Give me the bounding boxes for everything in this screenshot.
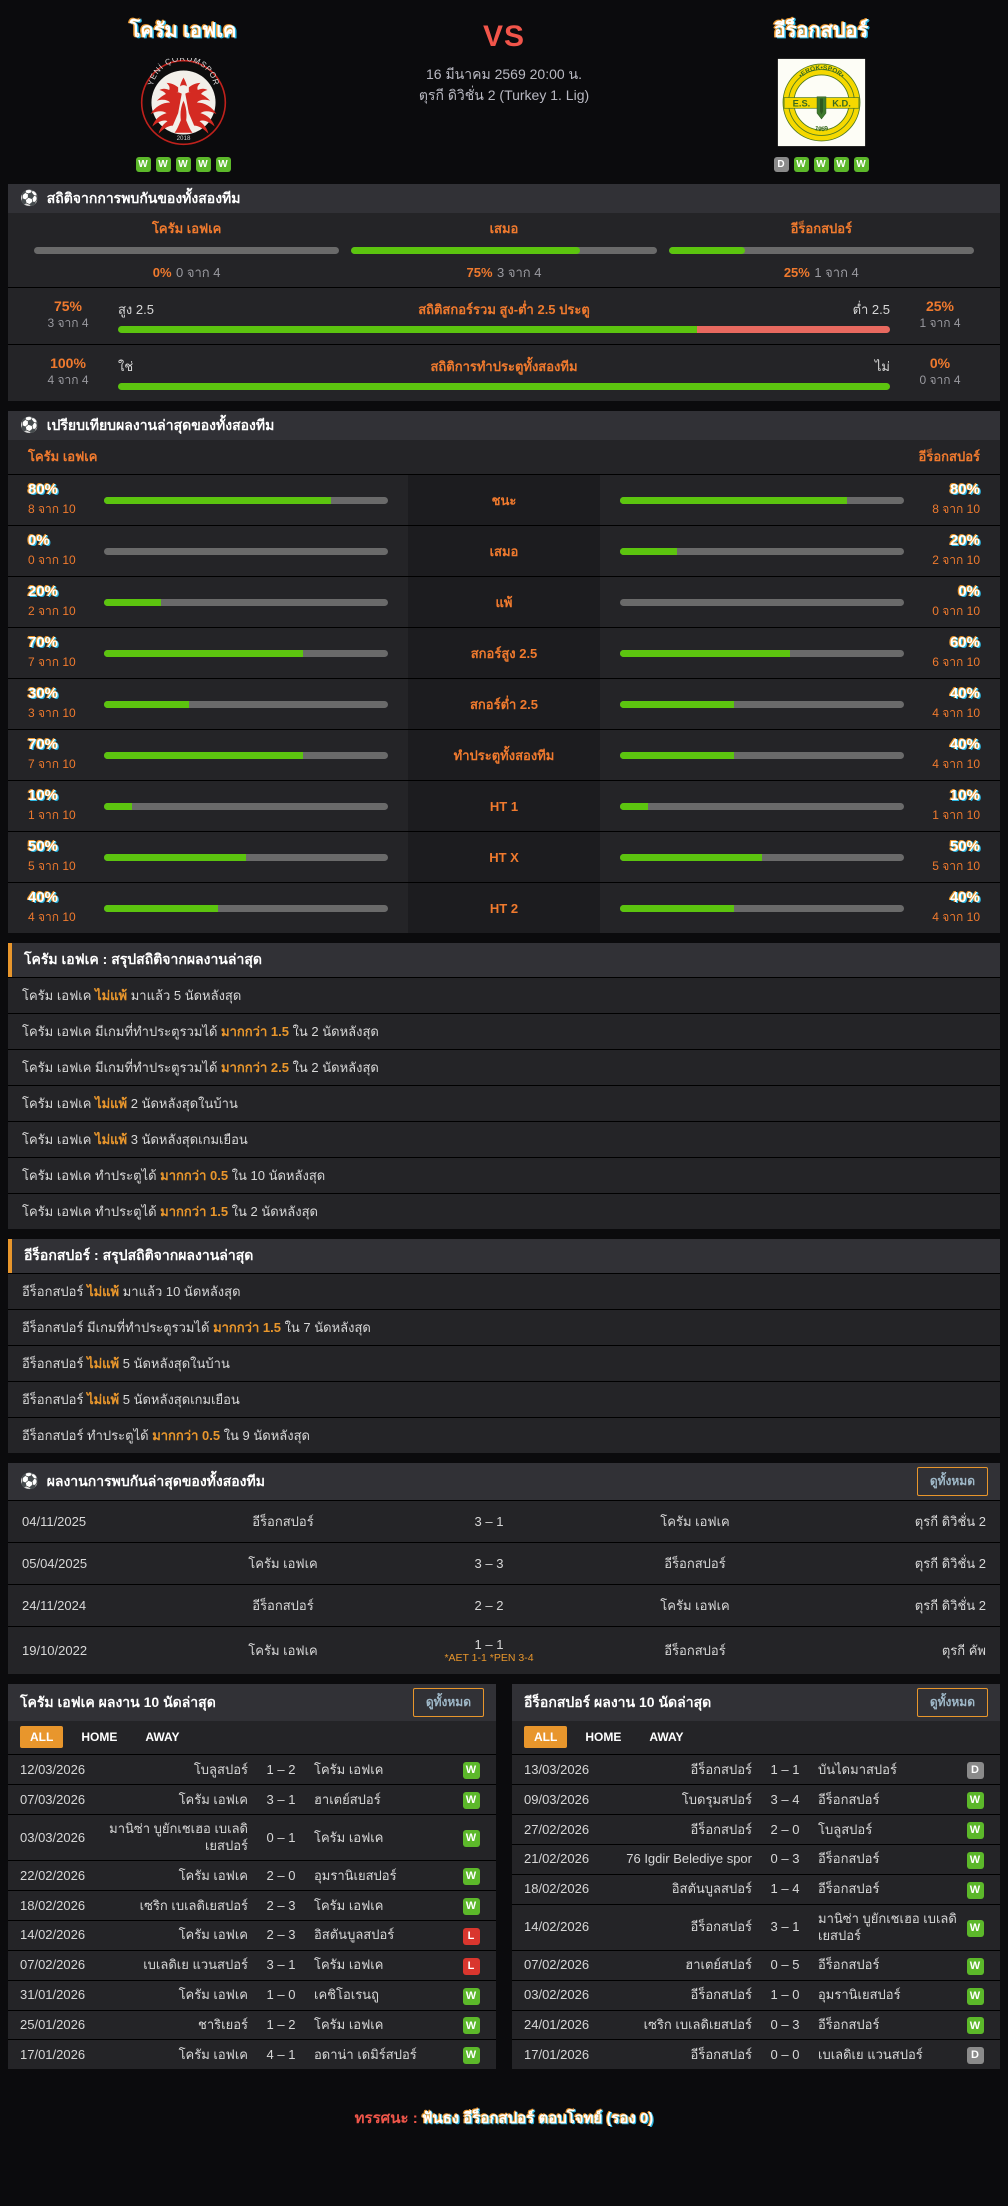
svg-text:2018: 2018 [176,135,190,142]
svg-text:1959: 1959 [813,125,829,133]
svg-text:E.S.: E.S. [792,99,810,109]
svg-text:K.D.: K.D. [832,99,851,109]
